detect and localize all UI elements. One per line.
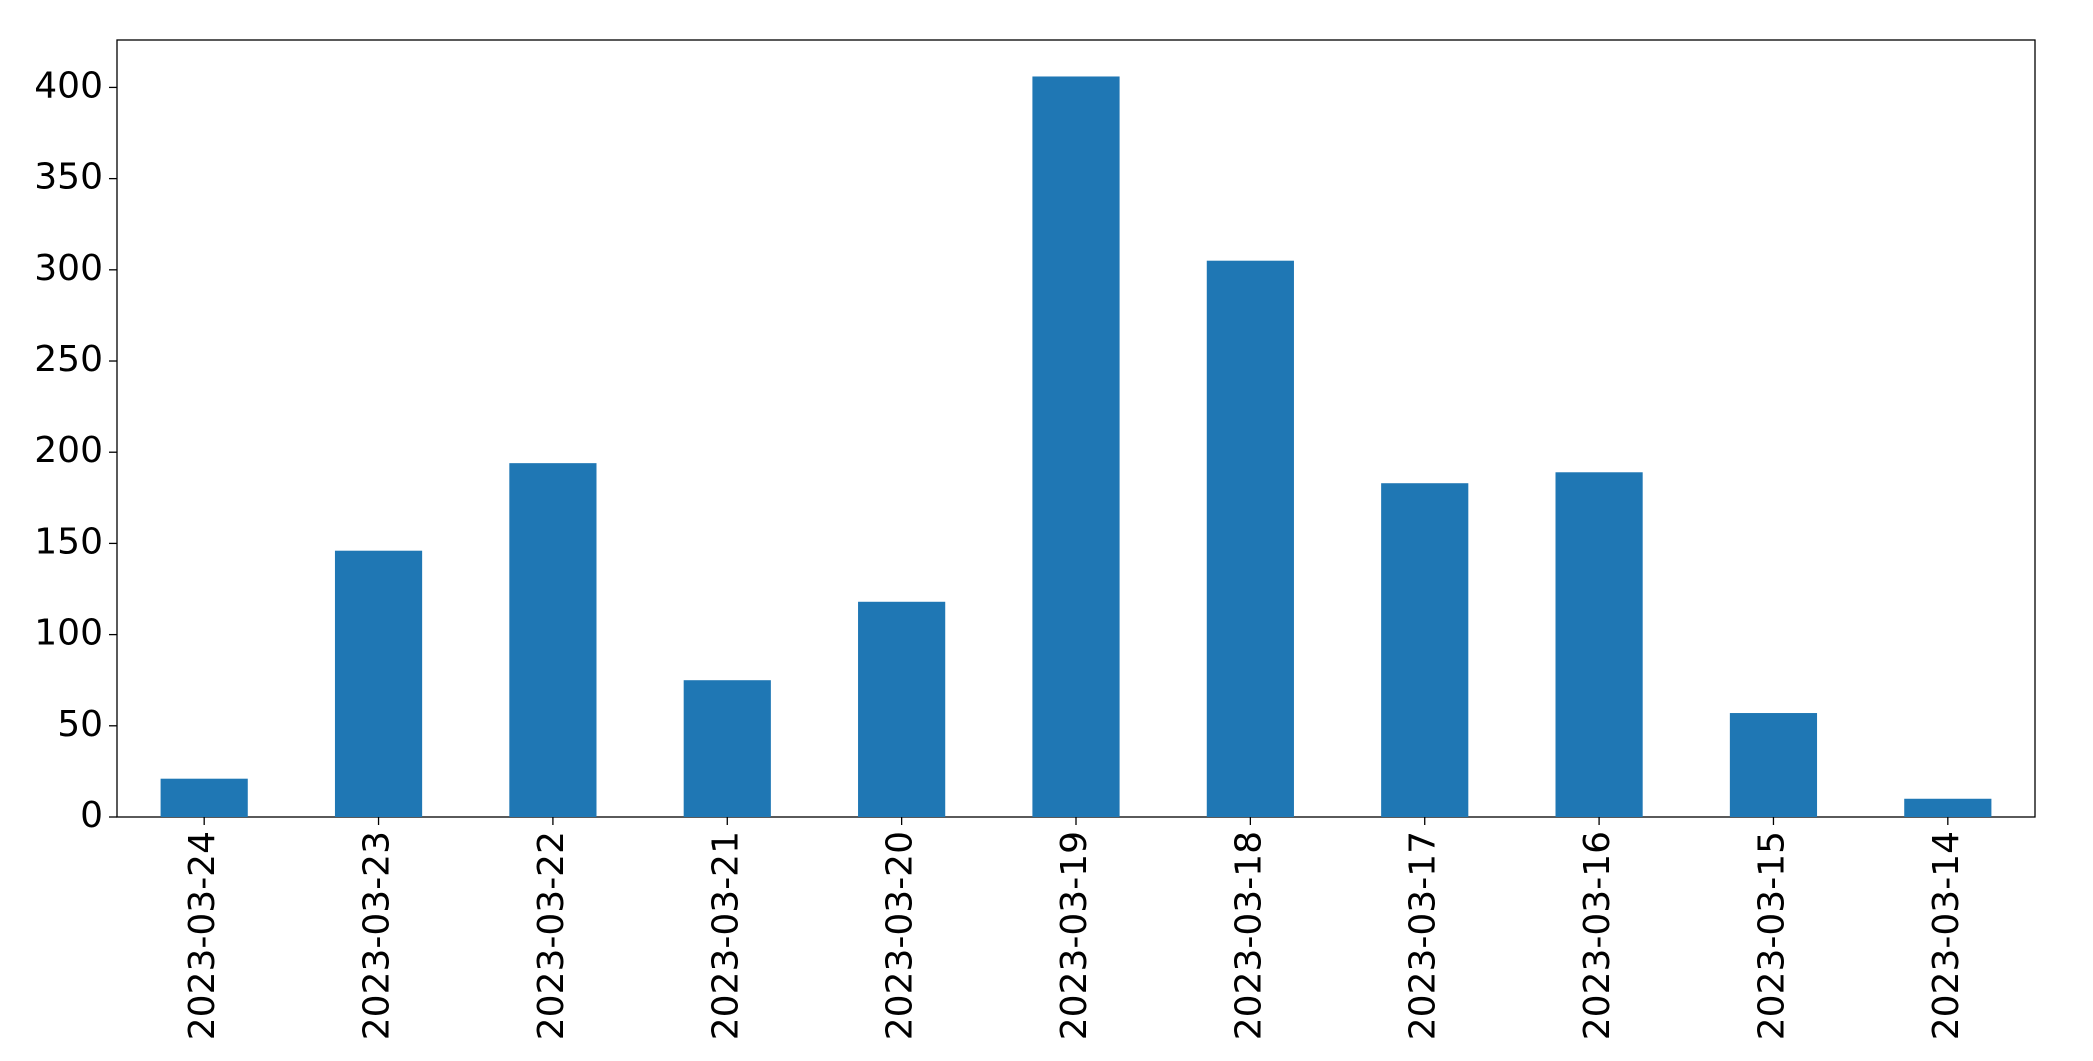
x-tick-label: 2023-03-20 (880, 831, 921, 1040)
bar (1032, 76, 1120, 817)
bar (1381, 483, 1469, 817)
y-tick-label: 250 (34, 339, 103, 380)
bar (1729, 713, 1818, 817)
y-tick-label: 200 (34, 430, 103, 471)
x-tick-label: 2023-03-14 (1926, 831, 1967, 1040)
x-tick-label: 2023-03-21 (705, 831, 746, 1040)
x-tick-label: 2023-03-23 (357, 831, 398, 1040)
bar (1555, 472, 1643, 817)
y-tick-label: 0 (80, 795, 103, 836)
bar (683, 680, 771, 817)
bar (858, 601, 946, 817)
x-tick-label: 2023-03-19 (1054, 831, 1095, 1040)
bar (160, 778, 248, 817)
y-tick-label: 50 (57, 704, 103, 745)
bar (509, 463, 597, 817)
y-tick-label: 400 (34, 65, 103, 106)
y-tick-label: 100 (34, 613, 103, 654)
x-tick-label: 2023-03-15 (1751, 831, 1792, 1040)
y-tick-label: 300 (34, 248, 103, 289)
bar (334, 550, 423, 817)
bar (1206, 260, 1294, 818)
x-tick-label: 2023-03-18 (1228, 831, 1269, 1040)
y-tick-label: 150 (34, 521, 103, 562)
y-tick-label: 350 (34, 157, 103, 198)
x-tick-label: 2023-03-17 (1403, 831, 1444, 1040)
bar (1904, 798, 1992, 817)
x-tick-label: 2023-03-22 (531, 831, 572, 1040)
x-tick-label: 2023-03-16 (1577, 831, 1618, 1040)
x-tick-label: 2023-03-24 (182, 831, 223, 1040)
